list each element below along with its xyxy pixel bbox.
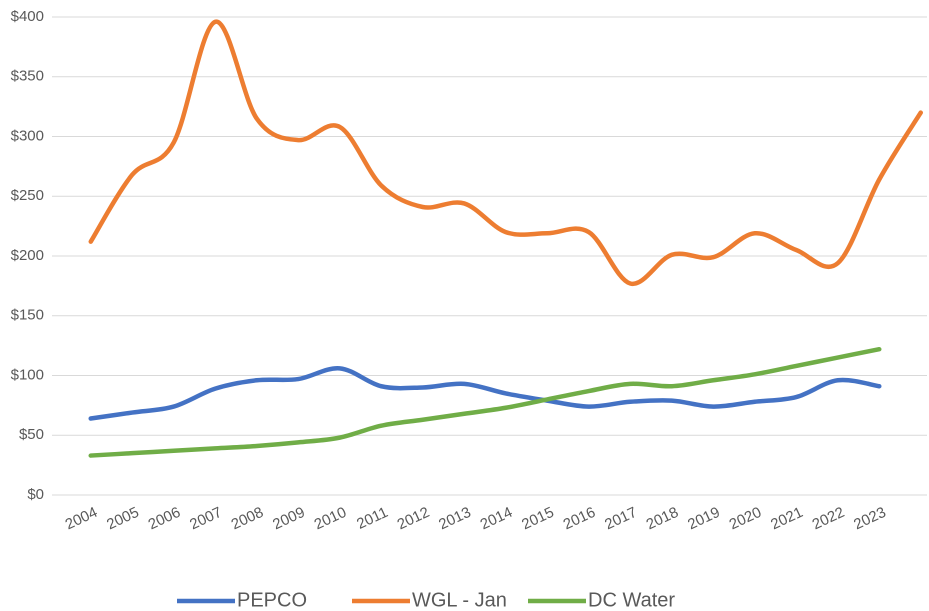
y-tick-label: $50 bbox=[19, 426, 44, 443]
x-tick-label: 2023 bbox=[851, 504, 888, 534]
legend-label: WGL - Jan bbox=[412, 589, 507, 611]
y-tick-label: $250 bbox=[11, 187, 44, 204]
x-tick-label: 2012 bbox=[395, 504, 432, 534]
y-tick-label: $0 bbox=[27, 486, 44, 503]
x-tick-label: 2016 bbox=[561, 504, 598, 534]
y-tick-label: $100 bbox=[11, 366, 44, 383]
x-tick-label: 2015 bbox=[519, 504, 556, 534]
x-tick-label: 2020 bbox=[727, 504, 764, 534]
series-line bbox=[88, 19, 923, 286]
y-tick-label: $350 bbox=[11, 68, 44, 85]
y-tick-label: $150 bbox=[11, 307, 44, 324]
x-tick-label: 2014 bbox=[478, 504, 515, 534]
x-tick-label: 2009 bbox=[270, 504, 307, 534]
x-tick-label: 2008 bbox=[229, 504, 266, 534]
x-tick-label: 2019 bbox=[685, 504, 722, 534]
x-tick-label: 2022 bbox=[810, 504, 847, 534]
x-tick-label: 2018 bbox=[644, 504, 681, 534]
series-line bbox=[88, 366, 882, 421]
x-tick-label: 2017 bbox=[602, 504, 639, 534]
x-tick-label: 2021 bbox=[768, 504, 805, 534]
x-tick-label: 2006 bbox=[146, 504, 183, 534]
legend-label: DC Water bbox=[588, 589, 675, 611]
legend-label: PEPCO bbox=[237, 589, 307, 611]
y-tick-label: $300 bbox=[11, 127, 44, 144]
x-tick-label: 2013 bbox=[436, 504, 473, 534]
x-tick-label: 2011 bbox=[354, 504, 390, 533]
y-tick-label: $400 bbox=[11, 8, 44, 25]
y-tick-label: $200 bbox=[11, 247, 44, 264]
x-tick-label: 2005 bbox=[104, 504, 141, 534]
x-tick-label: 2007 bbox=[187, 504, 224, 534]
series-line bbox=[88, 346, 882, 458]
x-tick-label: 2004 bbox=[63, 504, 100, 534]
x-tick-label: 2010 bbox=[312, 504, 349, 534]
